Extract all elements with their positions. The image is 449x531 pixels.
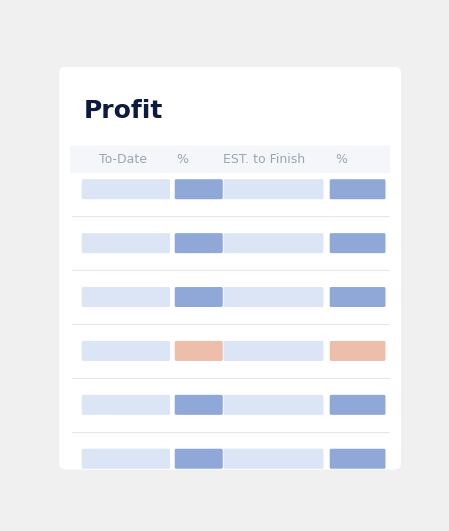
FancyBboxPatch shape — [82, 233, 170, 253]
FancyBboxPatch shape — [175, 179, 223, 199]
FancyBboxPatch shape — [224, 179, 323, 199]
FancyBboxPatch shape — [224, 395, 323, 415]
FancyBboxPatch shape — [224, 287, 323, 307]
Text: %: % — [335, 153, 347, 166]
FancyBboxPatch shape — [175, 341, 223, 361]
FancyBboxPatch shape — [82, 395, 170, 415]
FancyBboxPatch shape — [224, 449, 323, 469]
FancyBboxPatch shape — [175, 395, 223, 415]
Text: To-Date: To-Date — [99, 153, 147, 166]
FancyBboxPatch shape — [175, 287, 223, 307]
FancyBboxPatch shape — [82, 287, 170, 307]
FancyBboxPatch shape — [224, 233, 323, 253]
Text: %: % — [176, 153, 188, 166]
FancyBboxPatch shape — [82, 179, 170, 199]
FancyBboxPatch shape — [330, 287, 386, 307]
FancyBboxPatch shape — [70, 145, 390, 173]
FancyBboxPatch shape — [82, 341, 170, 361]
Text: Profit: Profit — [83, 99, 163, 124]
FancyBboxPatch shape — [330, 341, 386, 361]
FancyBboxPatch shape — [82, 449, 170, 469]
FancyBboxPatch shape — [330, 233, 386, 253]
FancyBboxPatch shape — [330, 449, 386, 469]
Text: EST. to Finish: EST. to Finish — [223, 153, 305, 166]
FancyBboxPatch shape — [175, 233, 223, 253]
FancyBboxPatch shape — [175, 449, 223, 469]
FancyBboxPatch shape — [59, 67, 401, 469]
FancyBboxPatch shape — [330, 179, 386, 199]
FancyBboxPatch shape — [330, 395, 386, 415]
FancyBboxPatch shape — [224, 341, 323, 361]
